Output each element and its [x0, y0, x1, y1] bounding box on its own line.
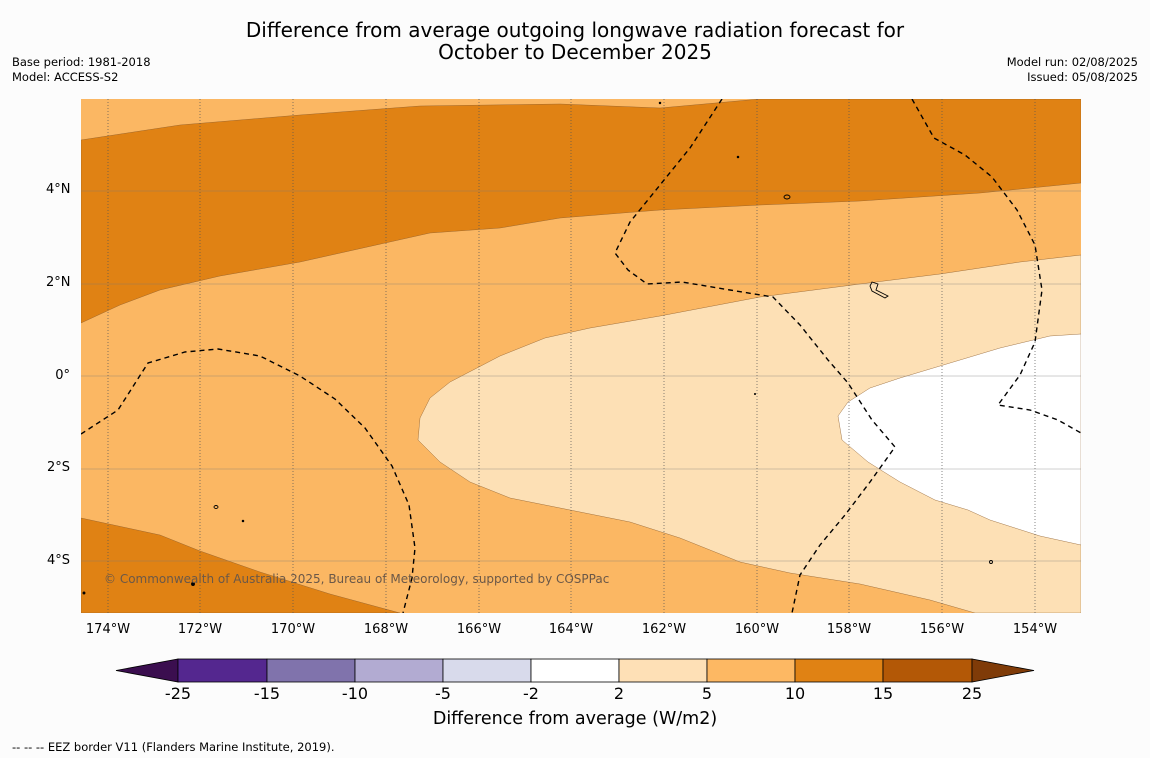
band-10-15-north: [81, 99, 1081, 324]
lon-label: 164°W: [548, 622, 594, 637]
copyright-text: © Commonwealth of Australia 2025, Bureau…: [104, 572, 610, 586]
lon-label: 174°W: [85, 622, 131, 637]
colorbar-tick: 2: [613, 684, 625, 703]
colorbar-seg: [882, 658, 973, 683]
colorbar-seg: [706, 658, 796, 683]
colorbar-seg: [530, 658, 620, 683]
colorbar-tick: -5: [435, 684, 451, 703]
band-2-5: [417, 254, 1081, 613]
colorbar-tick: -25: [164, 684, 192, 703]
band-neutral: [837, 333, 1081, 546]
lon-label: 158°W: [826, 622, 872, 637]
map-title-line1: Difference from average outgoing longwav…: [245, 18, 905, 42]
colorbar-seg: [177, 658, 268, 683]
colorbar-extend-high: [971, 658, 1035, 683]
map-title: Difference from average outgoing longwav…: [0, 19, 1150, 63]
lat-label: 2°N: [46, 275, 71, 290]
colorbar-tick: 5: [701, 684, 713, 703]
lat-label: 0°: [55, 368, 70, 383]
lon-label: 170°W: [270, 622, 316, 637]
colorbar-tick: -2: [523, 684, 539, 703]
lon-label: 162°W: [641, 622, 687, 637]
issued-text: Issued: 05/08/2025: [1027, 70, 1138, 84]
colorbar-tick: 15: [872, 684, 894, 703]
colorbar-tick: 10: [784, 684, 806, 703]
model-run-text: Model run: 02/08/2025: [1006, 55, 1138, 69]
colorbar-label: Difference from average (W/m2): [432, 709, 718, 729]
lon-label: 166°W: [456, 622, 502, 637]
lon-label: 172°W: [177, 622, 223, 637]
meta-right: Model run: 02/08/2025 Issued: 05/08/2025: [1007, 55, 1138, 85]
colorbar-seg: [618, 658, 708, 683]
lat-label: 2°S: [46, 460, 70, 475]
lon-label: 156°W: [919, 622, 965, 637]
lon-label: 160°W: [734, 622, 780, 637]
colorbar-seg: [354, 658, 444, 683]
lon-label: 154°W: [1012, 622, 1058, 637]
lat-label: 4°N: [46, 182, 71, 197]
colorbar-tick: -10: [341, 684, 369, 703]
colorbar-seg: [266, 658, 356, 683]
map-title-line2: October to December 2025: [438, 40, 712, 64]
islands: [82, 101, 993, 595]
lat-gridlines: [81, 190, 1081, 562]
eez-borders: [81, 99, 1081, 613]
colorbar: [115, 658, 1035, 683]
meta-left: Base period: 1981-2018 Model: ACCESS-S2: [12, 55, 151, 85]
map-plot: [81, 99, 1081, 613]
base-period-text: Base period: 1981-2018: [12, 55, 151, 69]
colorbar-seg: [442, 658, 532, 683]
colorbar-extend-low: [115, 658, 179, 683]
colorbar-tick: 25: [961, 684, 983, 703]
model-text: Model: ACCESS-S2: [12, 70, 119, 84]
colorbar-seg: [794, 658, 884, 683]
eez-footnote: -- -- -- EEZ border V11 (Flanders Marine…: [12, 740, 335, 754]
band-10-15-south: [81, 517, 401, 613]
lon-label: 168°W: [363, 622, 409, 637]
colorbar-tick: -15: [253, 684, 281, 703]
lat-label: 4°S: [46, 553, 70, 568]
